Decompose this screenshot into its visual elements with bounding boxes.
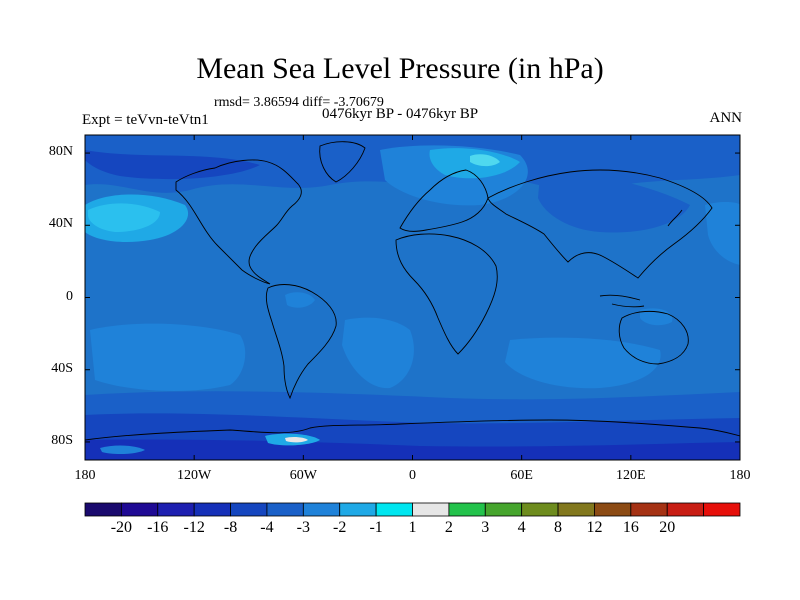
- colorbar-label: -4: [260, 519, 274, 536]
- axis-ticks: [84, 135, 741, 460]
- coastlines: [85, 141, 740, 441]
- colorbar-label: -20: [110, 519, 133, 536]
- coastline-antarctica: [85, 419, 740, 441]
- coastline-indonesia: [599, 294, 645, 308]
- colorbar-swatch: [484, 502, 523, 517]
- colorbar-swatch: [157, 502, 195, 517]
- field-region-pacific-north: [85, 150, 260, 180]
- map-title: Mean Sea Level Pressure (in hPa): [196, 52, 604, 85]
- x-tick-label: 60E: [510, 468, 533, 483]
- x-tick-label: 180: [74, 468, 96, 483]
- field-region-ne-pacific: [705, 201, 740, 265]
- colorbar-label: 3: [481, 519, 490, 536]
- x-tick-label: 0: [409, 468, 416, 483]
- colorbar-label: 4: [517, 519, 526, 536]
- field-region-antarctic-deep: [85, 439, 740, 460]
- colorbar-swatch: [266, 502, 304, 517]
- y-tick-label: 40S: [51, 360, 73, 376]
- field-region-weddell: [100, 445, 145, 455]
- colorbar-label: -8: [223, 519, 238, 536]
- colorbar-swatch: [302, 502, 341, 517]
- coastline-australia: [618, 310, 689, 365]
- period-text: 0476kyr BP - 0476kyr BP: [322, 106, 479, 122]
- colorbar-swatch: [84, 502, 122, 517]
- colorbar-swatch: [412, 502, 450, 517]
- field-region-asia: [538, 174, 690, 233]
- coastline-africa: [395, 233, 498, 355]
- coastline-japan: [667, 209, 683, 227]
- colorbar-label: 20: [659, 519, 676, 536]
- y-tick-label: 0: [66, 288, 73, 304]
- colorbar-swatch: [521, 502, 559, 517]
- colorbar-swatch: [630, 502, 668, 517]
- field-region-eq-pacific: [285, 292, 315, 308]
- colorbar-label: 2: [444, 519, 453, 536]
- y-tick-label: 40N: [48, 216, 73, 232]
- colorbar-swatch: [375, 502, 413, 517]
- colorbar-swatch: [448, 502, 486, 517]
- colorbar-label: -16: [147, 519, 169, 536]
- y-tick-label: 80N: [48, 144, 73, 160]
- experiment-label: Expt = teVvn-teVtn1: [82, 112, 209, 128]
- field-region-ross-core: [285, 436, 308, 443]
- season-label: ANN: [709, 110, 743, 126]
- colorbar-swatch: [703, 502, 741, 517]
- field-region-npacific-high-core: [88, 203, 160, 232]
- colorbar-swatch: [193, 502, 231, 517]
- colorbar: [84, 502, 741, 517]
- colorbar-label: 8: [554, 519, 563, 536]
- colorbar-swatch: [339, 502, 377, 517]
- colorbar-swatch: [230, 502, 268, 517]
- coastline-greenland: [319, 141, 366, 183]
- colorbar-swatch: [666, 502, 705, 517]
- colorbar-swatch: [120, 502, 159, 517]
- colorbar-label: 16: [622, 519, 639, 536]
- colorbar-swatch: [594, 502, 632, 517]
- field-region-south-atlantic: [342, 317, 414, 389]
- x-tick-label: 180: [729, 468, 751, 483]
- colorbar-label: 1: [408, 519, 417, 536]
- stats-text: rmsd= 3.86594 diff= -3.70679: [214, 95, 384, 110]
- x-tick-label: 120W: [177, 468, 212, 483]
- colorbar-label: -1: [369, 519, 383, 536]
- field-region-indian: [505, 337, 661, 389]
- coastline-south-america: [265, 284, 337, 400]
- pressure-field: [85, 135, 740, 460]
- field-region-south-pacific: [90, 323, 246, 392]
- field-region-europe-bright: [470, 154, 500, 167]
- colorbar-label: -3: [296, 519, 310, 536]
- colorbar-label: -12: [183, 519, 205, 536]
- colorbar-swatch: [557, 502, 595, 517]
- x-tick-label: 120E: [616, 468, 646, 483]
- coastline-north-america: [175, 159, 302, 285]
- field-region-australia: [640, 308, 673, 326]
- x-tick-label: 60W: [289, 468, 317, 483]
- colorbar-label: 12: [586, 519, 603, 536]
- y-tick-label: 80S: [51, 432, 73, 448]
- coastline-asia: [487, 169, 713, 279]
- colorbar-label: -2: [333, 519, 347, 536]
